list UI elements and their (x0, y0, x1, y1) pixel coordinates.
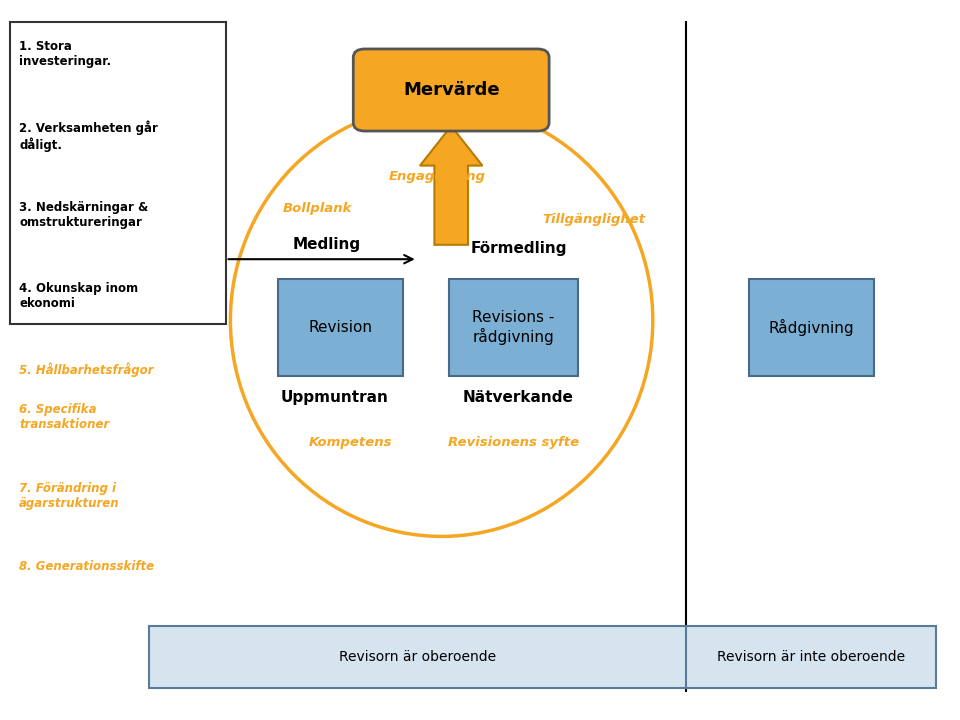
Text: Mervärde: Mervärde (403, 81, 499, 99)
Text: Bollplank: Bollplank (283, 202, 352, 215)
Text: 8. Generationsskifte: 8. Generationsskifte (19, 560, 155, 573)
Text: Revision: Revision (309, 320, 372, 335)
Text: Revisorn är inte oberoende: Revisorn är inte oberoende (717, 650, 905, 664)
Text: Tillgänglighet: Tillgänglighet (542, 213, 645, 226)
Text: Revisorn är oberoende: Revisorn är oberoende (339, 650, 496, 664)
Text: 1. Stora
investeringar.: 1. Stora investeringar. (19, 40, 111, 68)
Polygon shape (420, 126, 482, 245)
Text: Förmedling: Förmedling (470, 241, 566, 256)
Text: Medling: Medling (293, 238, 360, 252)
Text: 3. Nedskärningar &
omstruktureringar: 3. Nedskärningar & omstruktureringar (19, 201, 149, 229)
Text: Rådgivning: Rådgivning (768, 319, 854, 336)
Text: Nätverkande: Nätverkande (463, 390, 574, 405)
FancyBboxPatch shape (149, 626, 936, 688)
FancyBboxPatch shape (10, 22, 226, 324)
Text: 7. Förändring i
ägarstrukturen: 7. Förändring i ägarstrukturen (19, 482, 120, 510)
FancyBboxPatch shape (278, 279, 403, 376)
Text: 6. Specifika
transaktioner: 6. Specifika transaktioner (19, 403, 109, 431)
Text: Revisionens syfte: Revisionens syfte (448, 436, 579, 449)
Text: 5. Hållbarhetsfrågor: 5. Hållbarhetsfrågor (19, 362, 154, 377)
Text: Kompetens: Kompetens (309, 436, 392, 449)
FancyBboxPatch shape (449, 279, 578, 376)
Text: 2. Verksamheten går
dåligt.: 2. Verksamheten går dåligt. (19, 120, 158, 152)
Text: Revisions -
rådgivning: Revisions - rådgivning (472, 310, 555, 345)
Text: 4. Okunskap inom
ekonomi: 4. Okunskap inom ekonomi (19, 282, 138, 310)
Text: Uppmuntran: Uppmuntran (280, 390, 388, 405)
FancyBboxPatch shape (353, 49, 549, 131)
FancyBboxPatch shape (749, 279, 874, 376)
Text: Engagemang: Engagemang (388, 170, 486, 183)
